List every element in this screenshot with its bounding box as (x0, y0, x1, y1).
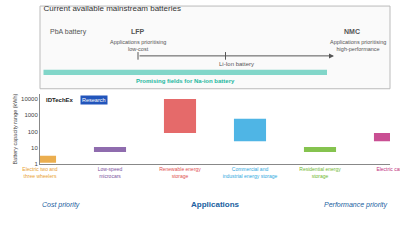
svg-text:PbA battery: PbA battery (50, 28, 87, 36)
svg-text:Current available mainstream b: Current available mainstream batteries (44, 4, 181, 13)
svg-text:Commercial andindustrial energ: Commercial andindustrial energy storage (223, 166, 278, 179)
svg-text:Applications prioritisinghigh-: Applications prioritisinghigh-performanc… (330, 39, 386, 52)
svg-text:10000: 10000 (21, 96, 38, 102)
svg-text:100: 100 (28, 129, 39, 135)
svg-text:Research: Research (82, 97, 106, 103)
svg-text:LFP: LFP (131, 28, 145, 35)
svg-text:1000: 1000 (24, 112, 38, 118)
svg-text:IDTechEx: IDTechEx (46, 97, 74, 103)
svg-text:1: 1 (34, 161, 38, 167)
svg-text:Applications prioritisinglow-c: Applications prioritisinglow-cost (110, 39, 166, 52)
svg-text:Promising fields for Na-ion ba: Promising fields for Na-ion battery (136, 78, 235, 84)
svg-text:Low-speedmicrocars: Low-speedmicrocars (98, 166, 123, 179)
svg-text:Applications: Applications (191, 200, 240, 209)
svg-text:Residential energystorage: Residential energystorage (299, 166, 341, 179)
svg-text:Renewable energystorage: Renewable energystorage (159, 166, 201, 179)
svg-text:Performance priority: Performance priority (324, 201, 388, 209)
svg-text:Electric cars: Electric cars (376, 166, 400, 172)
svg-text:Li-Ion battery: Li-Ion battery (219, 61, 254, 67)
svg-text:Battery capacity range (kWh): Battery capacity range (kWh) (12, 93, 18, 164)
svg-text:Cost priority: Cost priority (42, 201, 80, 209)
svg-text:10: 10 (31, 145, 38, 151)
svg-text:NMC: NMC (344, 28, 360, 35)
svg-text:Electric two andthree wheelers: Electric two andthree wheelers (22, 166, 58, 179)
